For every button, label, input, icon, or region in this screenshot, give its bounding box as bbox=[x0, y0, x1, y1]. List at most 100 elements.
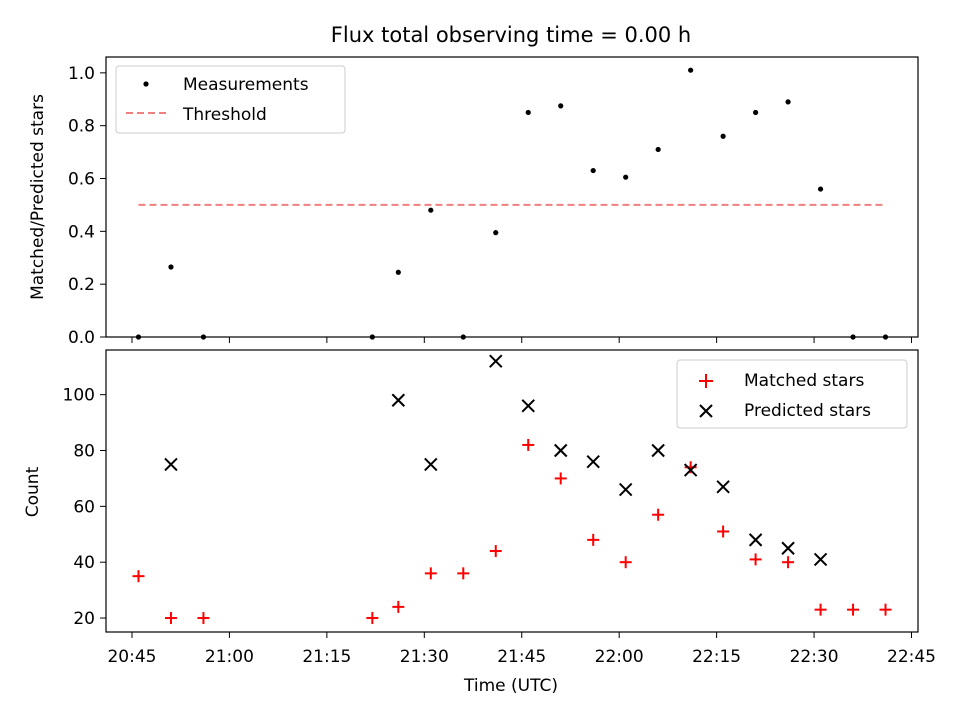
top-y-axis-label: Matched/Predicted stars bbox=[28, 94, 48, 300]
legend-matched-label: Matched stars bbox=[744, 371, 864, 391]
matched-stars-point bbox=[164, 612, 177, 625]
predicted-stars-point bbox=[683, 463, 698, 477]
predicted-x-b bbox=[391, 393, 406, 407]
top-panel: 0.0 0.2 0.4 0.6 0.8 1.0 Matched/Predicted sta… bbox=[28, 56, 919, 348]
matched-stars-point bbox=[847, 603, 860, 616]
measurement-point bbox=[688, 67, 694, 73]
legend-predicted-label: Predicted stars bbox=[744, 401, 871, 421]
predicted-stars-point bbox=[554, 443, 568, 458]
predicted-stars-point bbox=[716, 480, 730, 494]
bottom-y-axis-label: Count bbox=[23, 466, 43, 517]
top-y-tick-label: 0.2 bbox=[68, 275, 95, 295]
predicted-stars-point bbox=[748, 533, 763, 547]
x-tick-label: 22:15 bbox=[692, 647, 741, 667]
x-tick-label: 21:30 bbox=[400, 647, 449, 667]
predicted-x-b bbox=[424, 457, 438, 472]
predicted-stars-point bbox=[424, 457, 438, 472]
predicted-stars-point bbox=[586, 454, 600, 469]
legend-matched-marker bbox=[699, 374, 713, 388]
bottom-plot-marks bbox=[132, 354, 892, 625]
predicted-x-b bbox=[683, 463, 698, 477]
top-axes-frame bbox=[105, 56, 919, 338]
predicted-x-b bbox=[521, 399, 535, 413]
matched-stars-point bbox=[749, 553, 762, 566]
matched-stars-point bbox=[522, 438, 535, 451]
bottom-axes-frame bbox=[105, 349, 919, 633]
measurement-point bbox=[168, 264, 174, 270]
bottom-y-tick-label: 40 bbox=[73, 553, 95, 573]
matched-stars-point bbox=[392, 600, 405, 613]
bottom-y-tick-label: 80 bbox=[73, 442, 95, 462]
x-tick-label: 21:45 bbox=[497, 647, 546, 667]
top-y-tick-label: 0.4 bbox=[68, 222, 95, 242]
top-legend: Measurements Threshold bbox=[115, 65, 346, 134]
matched-stars-point bbox=[424, 567, 437, 580]
measurement-point bbox=[817, 186, 824, 192]
predicted-stars-point bbox=[391, 393, 406, 407]
measurement-point bbox=[623, 174, 629, 180]
matched-stars-point bbox=[879, 603, 892, 616]
bottom-x-ticks: 20:45 21:00 21:15 21:30 21:45 22:00 22:15 22:30… bbox=[107, 632, 936, 667]
matched-stars-point bbox=[366, 612, 379, 625]
measurement-point bbox=[558, 103, 564, 109]
x-tick-label: 21:15 bbox=[302, 647, 351, 667]
chart-title: Flux total observing time = 0.00 h bbox=[331, 23, 691, 47]
bottom-y-tick-label: 100 bbox=[63, 386, 95, 406]
x-axis-label: Time (UTC) bbox=[463, 676, 558, 696]
bottom-legend-box bbox=[676, 359, 908, 429]
bottom-y-tick-label: 20 bbox=[73, 609, 95, 629]
matched-stars-point bbox=[132, 570, 145, 583]
bottom-y-tick-label: 60 bbox=[73, 497, 95, 517]
x-tick-label: 21:00 bbox=[205, 647, 254, 667]
predicted-x-b bbox=[651, 443, 665, 458]
legend-predicted-marker bbox=[699, 404, 713, 418]
predicted-stars-point bbox=[781, 541, 795, 555]
measurement-point bbox=[493, 230, 499, 236]
top-y-tick-label: 0.0 bbox=[68, 328, 95, 348]
matched-stars-point bbox=[587, 533, 600, 546]
x-tick-label: 20:45 bbox=[107, 647, 156, 667]
legend-measurements-marker bbox=[143, 81, 149, 87]
predicted-stars-point bbox=[651, 443, 665, 458]
measurement-point bbox=[525, 109, 531, 116]
x-tick-label: 22:30 bbox=[790, 647, 839, 667]
matched-stars-point bbox=[717, 525, 730, 538]
top-y-ticks: 0.0 0.2 0.4 0.6 0.8 1.0 bbox=[68, 64, 106, 348]
measurement-point bbox=[655, 146, 661, 153]
top-x-ticks bbox=[131, 337, 913, 343]
top-y-tick-label: 0.6 bbox=[68, 170, 95, 190]
matched-stars-point bbox=[619, 556, 632, 569]
matched-stars-point bbox=[814, 603, 827, 616]
predicted-stars-point bbox=[489, 354, 503, 368]
measurement-point bbox=[753, 109, 759, 116]
x-tick-label: 22:00 bbox=[595, 647, 644, 667]
legend-threshold-label: Threshold bbox=[182, 105, 267, 125]
matched-stars-point bbox=[652, 508, 665, 521]
predicted-x-b bbox=[813, 552, 828, 567]
predicted-stars-point bbox=[618, 482, 633, 497]
matched-stars-point bbox=[489, 545, 502, 558]
predicted-x-b bbox=[781, 541, 795, 555]
bottom-y-ticks: 20 40 60 80 100 bbox=[63, 386, 106, 629]
measurement-point bbox=[590, 167, 596, 174]
predicted-x-b bbox=[554, 443, 568, 458]
predicted-stars-point bbox=[813, 552, 828, 567]
matched-stars-point bbox=[197, 612, 210, 625]
measurement-point bbox=[428, 207, 434, 213]
bottom-panel: 20 40 60 80 100 20:45 21:00 21:15 21:30 21:45 22:… bbox=[23, 349, 936, 696]
predicted-x-b bbox=[586, 454, 600, 469]
matched-stars-point bbox=[782, 556, 795, 569]
predicted-x-b bbox=[164, 457, 178, 472]
measurement-point bbox=[785, 99, 791, 105]
predicted-x-b bbox=[489, 354, 503, 368]
measurement-point bbox=[395, 269, 401, 275]
predicted-stars-point bbox=[164, 457, 178, 472]
legend-measurements-label: Measurements bbox=[183, 75, 309, 95]
predicted-stars-point bbox=[521, 399, 535, 413]
predicted-x-b bbox=[716, 480, 730, 494]
predicted-x-b bbox=[748, 533, 763, 547]
matched-stars-point bbox=[554, 472, 567, 485]
matched-stars-point bbox=[457, 567, 470, 580]
x-tick-label: 22:45 bbox=[887, 647, 936, 667]
